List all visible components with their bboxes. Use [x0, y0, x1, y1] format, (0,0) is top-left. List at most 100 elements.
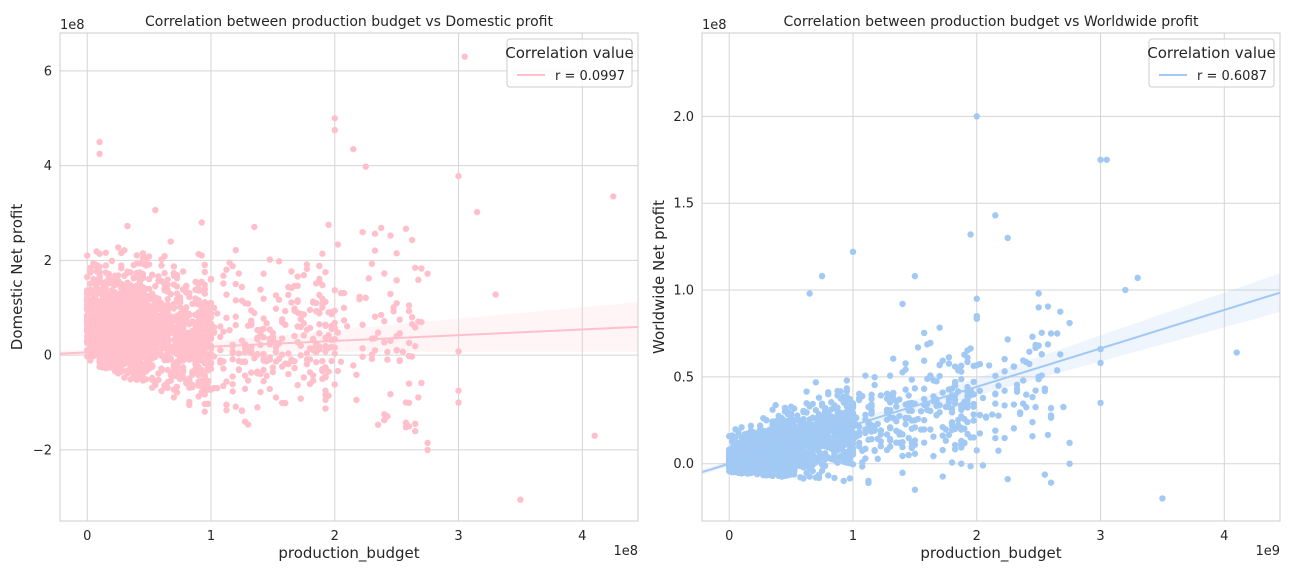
data-point — [179, 268, 187, 275]
data-point — [223, 266, 230, 273]
data-point — [735, 464, 742, 471]
data-point — [371, 313, 379, 320]
data-point — [951, 396, 959, 404]
data-point — [294, 323, 301, 330]
data-point — [961, 398, 968, 405]
data-point — [855, 394, 863, 402]
data-point — [1038, 351, 1045, 358]
data-point — [285, 350, 292, 357]
data-point — [374, 421, 382, 428]
data-point — [232, 280, 239, 288]
data-point — [223, 314, 230, 322]
data-point — [192, 335, 199, 343]
data-point — [167, 371, 174, 379]
data-point — [158, 351, 165, 358]
data-point — [127, 296, 134, 303]
data-point — [192, 322, 199, 330]
data-point — [1001, 355, 1008, 363]
data-point — [942, 437, 950, 444]
data-point — [1004, 336, 1011, 343]
data-point — [992, 434, 999, 442]
data-point — [979, 394, 987, 402]
data-point — [958, 406, 965, 414]
data-point — [775, 451, 782, 458]
data-point — [797, 420, 804, 428]
data-point — [883, 431, 891, 438]
data-point — [995, 447, 1002, 454]
data-point — [99, 364, 106, 371]
data-point — [871, 381, 878, 389]
data-point — [899, 300, 906, 308]
data-point — [167, 355, 174, 362]
data-point — [105, 357, 113, 364]
data-point — [418, 265, 425, 272]
data-point — [1004, 234, 1011, 242]
data-point — [232, 321, 239, 329]
data-point — [328, 322, 335, 330]
data-point — [192, 311, 199, 318]
data-point — [90, 341, 97, 348]
data-point — [149, 308, 156, 315]
data-point — [84, 327, 91, 334]
data-point — [204, 300, 212, 308]
data-point — [821, 418, 829, 426]
data-point — [1029, 393, 1036, 401]
data-point — [105, 294, 113, 302]
data-point — [204, 377, 212, 385]
data-point — [1044, 341, 1052, 348]
data-point — [402, 424, 410, 431]
data-point — [195, 300, 202, 308]
data-point — [1026, 348, 1033, 355]
x-tick-label: 3 — [454, 529, 462, 544]
data-point — [173, 326, 181, 333]
data-point — [130, 274, 137, 281]
data-point — [210, 304, 218, 312]
data-point — [223, 407, 230, 414]
data-point — [424, 270, 431, 277]
data-point — [244, 377, 252, 384]
data-point — [846, 444, 854, 451]
data-point — [124, 314, 131, 321]
data-point — [232, 297, 239, 304]
data-point — [226, 326, 233, 334]
data-point — [179, 321, 187, 329]
data-point — [843, 377, 851, 384]
data-point — [121, 325, 128, 333]
data-point — [195, 327, 202, 334]
data-point — [161, 269, 168, 277]
data-point — [90, 287, 97, 294]
data-point — [1044, 431, 1052, 439]
data-point — [1066, 319, 1073, 327]
data-point — [815, 428, 823, 435]
data-point — [908, 376, 915, 383]
data-point — [381, 339, 388, 346]
data-point — [772, 401, 779, 409]
data-point — [992, 212, 999, 219]
data-point — [121, 272, 128, 280]
data-point — [871, 374, 878, 381]
data-point — [766, 458, 773, 466]
data-point — [828, 442, 835, 450]
x-axis-label: production_budget — [920, 544, 1061, 563]
data-point — [139, 370, 147, 377]
data-point — [285, 360, 292, 368]
data-point — [806, 452, 813, 459]
data-point — [405, 339, 413, 347]
data-point — [198, 357, 205, 364]
data-point — [260, 366, 267, 374]
data-point — [412, 420, 419, 428]
data-point — [390, 308, 397, 315]
data-point — [899, 469, 906, 477]
data-point — [114, 313, 122, 321]
data-point — [183, 314, 190, 322]
data-point — [201, 391, 209, 398]
data-point — [405, 307, 413, 315]
data-point — [145, 360, 153, 367]
data-point — [862, 445, 869, 453]
data-point — [164, 378, 171, 386]
data-point — [108, 299, 116, 307]
data-point — [393, 277, 400, 284]
y-tick-label: 1.5 — [673, 197, 694, 212]
data-point — [306, 324, 314, 332]
data-point — [260, 315, 267, 322]
